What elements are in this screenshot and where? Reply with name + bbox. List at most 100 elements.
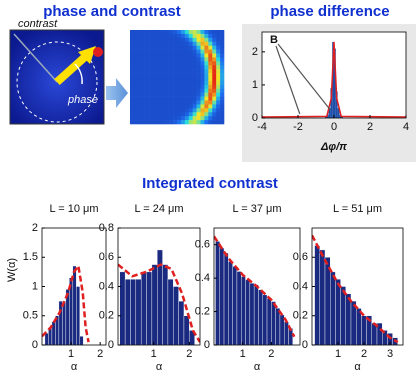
pixel [137, 77, 143, 82]
pixel [200, 112, 205, 117]
pixel [133, 45, 139, 50]
pixel [133, 100, 139, 105]
x-tick-label: 1 [151, 348, 157, 360]
pixel [157, 45, 162, 50]
pixel [133, 49, 139, 54]
pixel [212, 96, 217, 101]
pixel [133, 57, 139, 62]
pixel [149, 33, 154, 39]
pixel [204, 53, 209, 58]
pixel [145, 104, 150, 109]
pixel [192, 112, 197, 117]
bar [215, 241, 220, 345]
pixel [220, 73, 225, 78]
pixel [141, 73, 146, 78]
pixel [216, 120, 221, 125]
pixel [184, 92, 190, 97]
pixel [165, 120, 170, 125]
pixel [161, 112, 166, 117]
pixel [145, 120, 150, 125]
pixel [192, 100, 197, 105]
pixel [149, 61, 154, 66]
bar [44, 333, 49, 345]
pixel [208, 37, 213, 43]
pixel [188, 69, 193, 74]
pixel [177, 112, 182, 117]
pixel [165, 65, 170, 70]
pixel [196, 33, 201, 39]
pixel [216, 88, 221, 93]
y-tick-label: 1 [252, 79, 258, 91]
annotation-arrow [275, 45, 301, 115]
pixel [188, 73, 193, 78]
pixel [141, 84, 146, 90]
pixel [161, 116, 166, 121]
pixel [188, 84, 193, 90]
pixel [153, 53, 158, 58]
pixel [204, 33, 209, 39]
x-tick-label: 1 [240, 348, 246, 360]
bar [119, 271, 126, 345]
pixel [208, 92, 213, 97]
pixel [149, 57, 154, 62]
pixel [177, 65, 182, 70]
y-tick-label: 0.8 [99, 222, 114, 234]
bar [178, 300, 185, 345]
pixel [180, 61, 186, 66]
pixel [141, 80, 146, 86]
pixel [130, 69, 135, 74]
y-tick-label: 2 [252, 46, 258, 58]
pixel [192, 120, 197, 125]
pixel [157, 65, 162, 70]
pixel [157, 84, 162, 90]
y-tick-label: 0.2 [99, 310, 114, 322]
chart-title: L = 10 μm [49, 203, 98, 215]
bar [146, 271, 153, 345]
pixel [180, 84, 186, 90]
pixel [153, 65, 158, 70]
x-tick-label: 0 [331, 121, 337, 133]
pixel [192, 30, 197, 35]
pixel [141, 112, 146, 117]
pixel [130, 61, 135, 66]
pixel [133, 65, 139, 70]
pixel [208, 88, 213, 93]
pixel [208, 53, 213, 58]
pixel [157, 53, 162, 58]
pixel [216, 112, 221, 117]
pixel [165, 100, 170, 105]
pixel [216, 57, 221, 62]
pixel [169, 80, 174, 86]
pixel [157, 104, 162, 109]
pixel [149, 104, 154, 109]
pixel [196, 80, 201, 86]
pixel [180, 30, 186, 35]
label: phase [67, 94, 98, 106]
pixel [184, 73, 190, 78]
bar [279, 314, 285, 345]
pixel [137, 116, 143, 121]
pixel [137, 88, 143, 93]
fit-line [214, 235, 296, 338]
pixel [208, 45, 213, 50]
pixel [145, 37, 150, 43]
pixel [161, 100, 166, 105]
pixel [212, 57, 217, 62]
pixel [137, 92, 143, 97]
x-tick-label: 2 [361, 348, 367, 360]
pixel [192, 37, 197, 43]
pixel [149, 88, 154, 93]
pixel [177, 92, 182, 97]
pixel [180, 120, 186, 125]
pixel [188, 53, 193, 58]
pixel [137, 33, 143, 39]
pixel [188, 49, 193, 54]
x-axis-label: α [254, 361, 261, 373]
pixel [177, 41, 182, 46]
pixel [192, 57, 197, 62]
pixel [200, 120, 205, 125]
pixel [153, 104, 158, 109]
pixel [200, 108, 205, 113]
pixel [165, 49, 170, 54]
bar [189, 330, 195, 345]
